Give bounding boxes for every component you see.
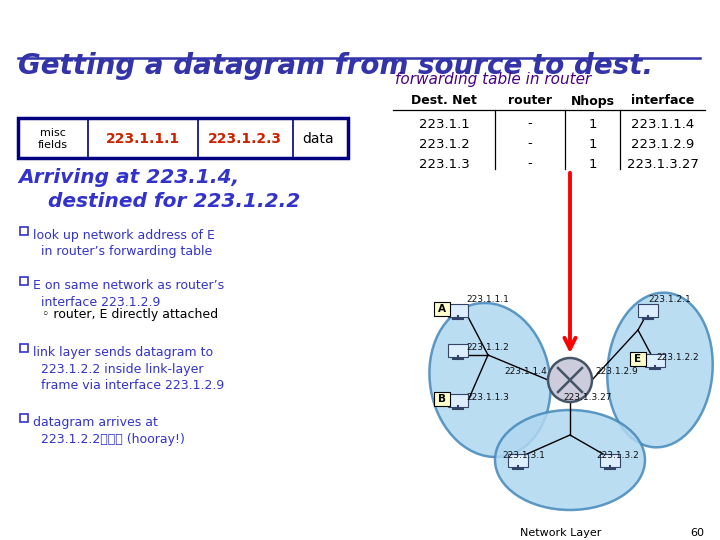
Text: 223.1.1.3: 223.1.1.3 — [466, 394, 509, 402]
FancyBboxPatch shape — [20, 414, 28, 422]
Text: 223.1.1: 223.1.1 — [418, 118, 469, 131]
FancyBboxPatch shape — [448, 394, 468, 407]
Text: 1: 1 — [588, 118, 597, 131]
FancyBboxPatch shape — [630, 352, 646, 366]
Text: 223.1.2.2: 223.1.2.2 — [656, 354, 698, 362]
Text: data: data — [302, 132, 334, 146]
FancyBboxPatch shape — [638, 304, 658, 317]
Text: misc
fields: misc fields — [38, 128, 68, 150]
Text: forwarding table in router: forwarding table in router — [395, 72, 591, 87]
Text: 223.1.3.27: 223.1.3.27 — [563, 394, 611, 402]
Text: interface: interface — [631, 94, 694, 107]
FancyBboxPatch shape — [508, 454, 528, 467]
Text: 223.1.2: 223.1.2 — [418, 138, 469, 151]
FancyBboxPatch shape — [434, 392, 450, 406]
Text: Nhops: Nhops — [570, 94, 614, 107]
Text: router: router — [508, 94, 552, 107]
Text: 223.1.3.1: 223.1.3.1 — [502, 450, 545, 460]
FancyBboxPatch shape — [18, 118, 348, 158]
Text: 1: 1 — [588, 138, 597, 151]
Text: Arriving at 223.1.4,: Arriving at 223.1.4, — [18, 168, 239, 187]
Ellipse shape — [495, 410, 645, 510]
Text: look up network address of E
  in router’s forwarding table: look up network address of E in router’s… — [33, 229, 215, 259]
Text: ◦ router, E directly attached: ◦ router, E directly attached — [42, 308, 218, 321]
FancyBboxPatch shape — [600, 454, 620, 467]
FancyBboxPatch shape — [20, 344, 28, 352]
Text: 223.1.1.4: 223.1.1.4 — [631, 118, 694, 131]
Text: 223.1.2.9: 223.1.2.9 — [631, 138, 694, 151]
Text: 223.1.1.2: 223.1.1.2 — [466, 343, 509, 353]
Text: 223.1.2.9: 223.1.2.9 — [595, 368, 638, 376]
Text: E: E — [634, 354, 642, 364]
Text: 223.1.1.1: 223.1.1.1 — [106, 132, 180, 146]
Text: 223.1.3: 223.1.3 — [418, 158, 469, 171]
Text: 1: 1 — [588, 158, 597, 171]
Ellipse shape — [429, 303, 551, 457]
Text: destined for 223.1.2.2: destined for 223.1.2.2 — [48, 192, 300, 211]
Text: A: A — [438, 304, 446, 314]
Text: Network Layer: Network Layer — [520, 528, 601, 538]
Text: 223.1.3.27: 223.1.3.27 — [626, 158, 698, 171]
Text: datagram arrives at
  223.1.2.2❗❗❗ (hooray!): datagram arrives at 223.1.2.2❗❗❗ (hooray… — [33, 416, 185, 446]
Text: 223.1.1.4: 223.1.1.4 — [504, 368, 546, 376]
FancyBboxPatch shape — [448, 304, 468, 317]
Ellipse shape — [607, 293, 713, 447]
FancyBboxPatch shape — [434, 302, 450, 316]
Text: 223.1.2.1: 223.1.2.1 — [648, 295, 690, 305]
Text: 60: 60 — [690, 528, 704, 538]
FancyBboxPatch shape — [645, 354, 665, 367]
Text: Getting a datagram from source to dest.: Getting a datagram from source to dest. — [18, 52, 653, 80]
Text: -: - — [528, 158, 532, 171]
Text: E on same network as router’s
  interface 223.1.2.9: E on same network as router’s interface … — [33, 279, 224, 308]
Circle shape — [548, 358, 592, 402]
Text: Dest. Net: Dest. Net — [411, 94, 477, 107]
Text: -: - — [528, 118, 532, 131]
FancyBboxPatch shape — [20, 277, 28, 285]
Text: B: B — [438, 394, 446, 404]
Text: -: - — [528, 138, 532, 151]
FancyBboxPatch shape — [448, 344, 468, 357]
FancyBboxPatch shape — [20, 227, 28, 235]
Text: 223.1.3.2: 223.1.3.2 — [596, 450, 639, 460]
Text: 223.1.1.1: 223.1.1.1 — [466, 295, 509, 305]
Text: link layer sends datagram to
  223.1.2.2 inside link-layer
  frame via interface: link layer sends datagram to 223.1.2.2 i… — [33, 346, 224, 392]
Text: 223.1.2.3: 223.1.2.3 — [208, 132, 282, 146]
